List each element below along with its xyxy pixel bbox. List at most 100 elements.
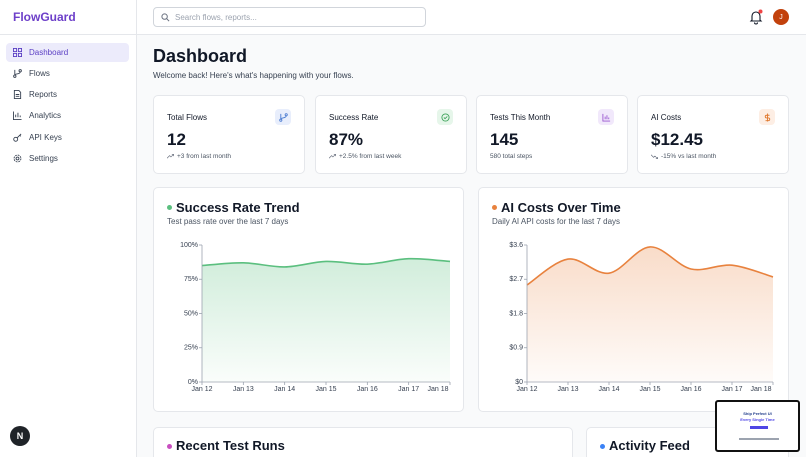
stat-note-text: -15% vs last month bbox=[661, 153, 717, 160]
panel-title: Activity Feed bbox=[609, 438, 690, 453]
y-tick-label: $2.7 bbox=[509, 276, 523, 283]
x-tick-label: Jan 16 bbox=[357, 386, 378, 393]
preview-line bbox=[739, 438, 779, 440]
icon bbox=[13, 133, 22, 142]
page-subtitle: Welcome back! Here's what's happening wi… bbox=[153, 71, 354, 80]
line bbox=[526, 246, 774, 286]
notifications[interactable] bbox=[749, 9, 763, 25]
y-tick-label: $0 bbox=[515, 379, 523, 386]
y-tick-label: 0% bbox=[188, 379, 198, 386]
nav-item[interactable]: API Keys bbox=[6, 128, 129, 147]
nav-label: Settings bbox=[29, 154, 58, 163]
chart-dot bbox=[492, 205, 497, 210]
stat-card: Success Rate 87% +2.5% from last week bbox=[315, 95, 467, 174]
page-title: Dashboard bbox=[153, 46, 248, 66]
stat-icon bbox=[598, 109, 614, 125]
y-tick-label: 50% bbox=[184, 310, 198, 317]
chart-title: AI Costs Over Time bbox=[501, 200, 621, 215]
icon bbox=[13, 154, 22, 163]
sidebar bbox=[0, 0, 137, 457]
nav-label: Dashboard bbox=[29, 48, 69, 57]
nav-label: Analytics bbox=[29, 111, 62, 120]
chart: 0% 25% 50% 75% 100% Jan 12 Jan 13 Jan 14 Jan 15 J… bbox=[180, 242, 451, 393]
y-tick-label: $0.9 bbox=[509, 345, 523, 352]
panel-dot bbox=[600, 444, 605, 449]
preview-button bbox=[750, 426, 768, 429]
badge[interactable]: N bbox=[10, 426, 30, 446]
preview-tagline: Every Single Time bbox=[740, 417, 775, 422]
icon bbox=[13, 69, 22, 78]
nav-label: Flows bbox=[29, 69, 50, 78]
stat-icon bbox=[759, 109, 775, 125]
chart-subtitle: Daily AI API costs for the last 7 days bbox=[492, 217, 621, 226]
line bbox=[201, 257, 451, 268]
nav-label: Reports bbox=[29, 90, 58, 99]
icon bbox=[13, 111, 22, 120]
chart-dot bbox=[167, 205, 172, 210]
x-tick-label: Jan 15 bbox=[639, 386, 660, 393]
stat-card: Tests This Month 145 580 total steps bbox=[476, 95, 628, 174]
y-tick-label: $3.6 bbox=[509, 242, 523, 249]
x-tick-label: Jan 13 bbox=[233, 386, 254, 393]
stat-card: AI Costs $12.45 -15% vs last month bbox=[637, 95, 789, 174]
y-tick-label: 25% bbox=[184, 345, 198, 352]
stat-value: 87% bbox=[329, 130, 364, 149]
chart-card: 0% 25% 50% 75% 100% Jan 12 Jan 13 Jan 14 Jan 15 J… bbox=[153, 187, 464, 412]
stat-label: Total Flows bbox=[167, 113, 208, 122]
nav-item[interactable]: Reports bbox=[6, 85, 129, 104]
x-tick-label: Jan 16 bbox=[680, 386, 701, 393]
preview-thumbnail[interactable]: Ship Perfect UI Every Single Time bbox=[715, 400, 800, 452]
x-tick-label: Jan 12 bbox=[191, 386, 212, 393]
stat-icon bbox=[437, 109, 453, 125]
stat-icon bbox=[275, 109, 291, 125]
preview-title: Ship Perfect UI bbox=[743, 411, 772, 416]
x-tick-label: Jan 18 bbox=[750, 386, 771, 393]
stat-value: 12 bbox=[167, 130, 186, 149]
stat-note: +3 from last month bbox=[167, 153, 231, 160]
x-tick-label: Jan 15 bbox=[315, 386, 336, 393]
chart-card: $0 $0.9 $1.8 $2.7 $3.6 Jan 12 Jan 13 Jan 14 Jan … bbox=[478, 187, 789, 412]
chart-subtitle: Test pass rate over the last 7 days bbox=[167, 217, 289, 226]
search-box[interactable]: Search flows, reports... bbox=[153, 7, 426, 27]
area-fill bbox=[202, 258, 450, 382]
x-tick-label: Jan 18 bbox=[427, 386, 448, 393]
nav-item[interactable]: Dashboard bbox=[6, 43, 129, 62]
brand[interactable]: FlowGuard bbox=[13, 10, 76, 24]
chart: $0 $0.9 $1.8 $2.7 $3.6 Jan 12 Jan 13 Jan 14 Jan … bbox=[509, 242, 774, 393]
stat-label: Tests This Month bbox=[490, 113, 551, 122]
stat-note-text: +2.5% from last week bbox=[339, 153, 402, 160]
stat-card: Total Flows 12 +3 from last month bbox=[153, 95, 305, 174]
y-tick-label: 100% bbox=[180, 242, 198, 249]
nav-label: API Keys bbox=[29, 133, 62, 142]
icon bbox=[13, 48, 22, 57]
search-placeholder: Search flows, reports... bbox=[175, 12, 257, 22]
x-tick-label: Jan 17 bbox=[721, 386, 742, 393]
stat-note: 580 total steps bbox=[490, 153, 533, 160]
stat-label: AI Costs bbox=[651, 113, 682, 122]
x-tick-label: Jan 14 bbox=[598, 386, 619, 393]
panel-title: Recent Test Runs bbox=[176, 438, 285, 453]
stat-value: $12.45 bbox=[651, 130, 703, 149]
stat-value: 145 bbox=[490, 130, 519, 149]
y-tick-label: $1.8 bbox=[509, 310, 523, 317]
x-tick-label: Jan 13 bbox=[557, 386, 578, 393]
stat-note: -15% vs last month bbox=[651, 153, 716, 160]
nav-item[interactable]: Settings bbox=[6, 149, 129, 168]
area-fill bbox=[527, 246, 773, 382]
x-tick-label: Jan 17 bbox=[398, 386, 419, 393]
stat-note: +2.5% from last week bbox=[329, 153, 401, 160]
nav-item[interactable]: Flows bbox=[6, 64, 129, 83]
x-tick-label: Jan 12 bbox=[516, 386, 537, 393]
x-tick-label: Jan 14 bbox=[274, 386, 295, 393]
panel-dot bbox=[167, 444, 172, 449]
search-icon bbox=[161, 13, 170, 22]
panel: Recent Test Runs bbox=[153, 427, 573, 457]
icon bbox=[13, 90, 22, 99]
nav-item[interactable]: Analytics bbox=[6, 106, 129, 125]
chart-title: Success Rate Trend bbox=[176, 200, 300, 215]
avatar[interactable]: J bbox=[773, 9, 789, 25]
divider bbox=[0, 34, 136, 35]
stat-note-text: +3 from last month bbox=[177, 153, 232, 160]
